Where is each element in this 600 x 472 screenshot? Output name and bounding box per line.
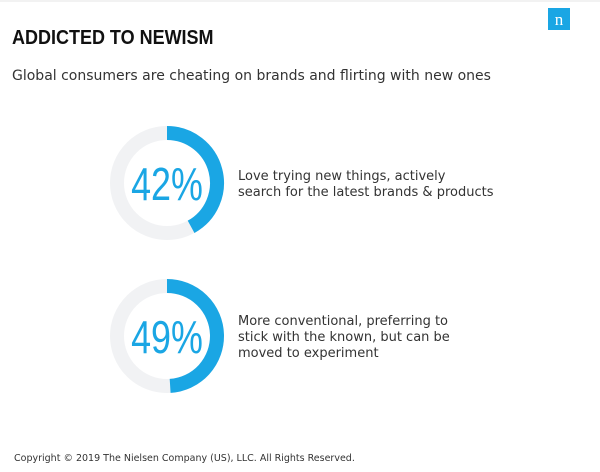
logo: n [555,10,564,29]
description: More conventional, preferring to [238,314,448,329]
description: moved to experiment [238,346,379,361]
title: ADDICTED TO NEWISM [12,27,214,49]
logo-box [548,8,570,30]
items: 42% Love trying new things, activelysearc… [110,126,494,393]
description: stick with the known, but can be [238,330,450,345]
percent-label: 49% [131,312,203,363]
description: search for the latest brands & products [238,185,494,200]
description: Love trying new things, actively [238,169,446,184]
subtitle: Global consumers are cheating on brands … [12,68,491,84]
donut-arc [166,279,224,393]
percent-label: 42% [131,159,203,210]
footer: Copyright © 2019 The Nielsen Company (US… [14,453,355,464]
donut-arc [166,126,224,233]
